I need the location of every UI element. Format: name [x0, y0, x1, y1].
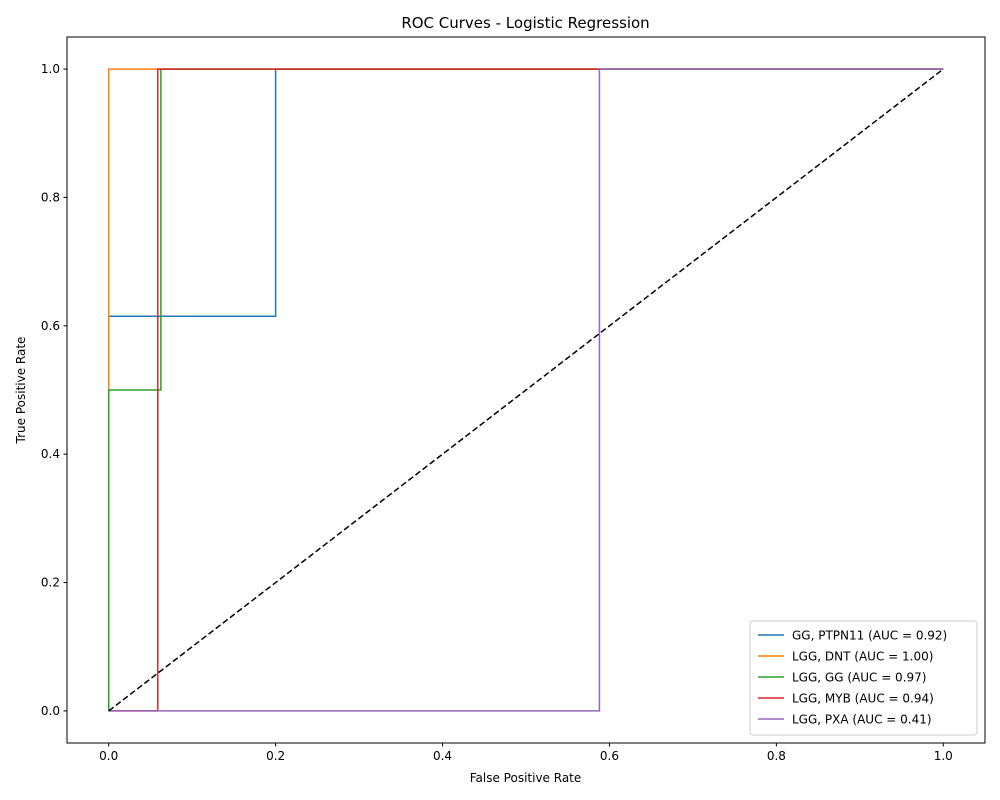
- chart-title: ROC Curves - Logistic Regression: [401, 14, 649, 32]
- y-tick-label: 0.2: [41, 576, 60, 590]
- x-tick-label: 0.4: [433, 749, 452, 763]
- x-tick-label: 1.0: [934, 749, 953, 763]
- plot-lines: [107, 68, 944, 712]
- legend-box: [749, 620, 978, 736]
- plot-frame: [66, 36, 986, 744]
- series-line-5: [108, 68, 944, 712]
- legend-label: LGG, PXA (AUC = 0.41): [792, 713, 932, 727]
- legend-label: GG, PTPN11 (AUC = 0.92): [792, 629, 947, 643]
- legend-label: LGG, DNT (AUC = 1.00): [792, 650, 933, 664]
- y-tick-label: 0.6: [41, 319, 60, 333]
- legend-label: LGG, GG (AUC = 0.97): [792, 671, 926, 685]
- y-tick-label: 0.4: [41, 447, 60, 461]
- x-axis-ticks: 0.0 0.2 0.4 0.6 0.8 1.0: [99, 743, 953, 763]
- y-tick-label: 1.0: [41, 62, 60, 76]
- x-tick-label: 0.0: [99, 749, 118, 763]
- y-axis-ticks: 0.0 0.2 0.4 0.6 0.8 1.0: [41, 62, 67, 718]
- x-tick-label: 0.2: [266, 749, 285, 763]
- legend: GG, PTPN11 (AUC = 0.92) LGG, DNT (AUC = 1…: [749, 620, 978, 736]
- y-axis-title: True Positive Rate: [14, 337, 28, 445]
- y-tick-label: 0.8: [41, 190, 60, 204]
- legend-label: LGG, MYB (AUC = 0.94): [792, 692, 934, 706]
- x-tick-label: 0.6: [600, 749, 619, 763]
- x-axis-title: False Positive Rate: [470, 771, 582, 785]
- x-tick-label: 0.8: [767, 749, 786, 763]
- y-tick-label: 0.0: [41, 704, 60, 718]
- reference-line: [108, 68, 944, 712]
